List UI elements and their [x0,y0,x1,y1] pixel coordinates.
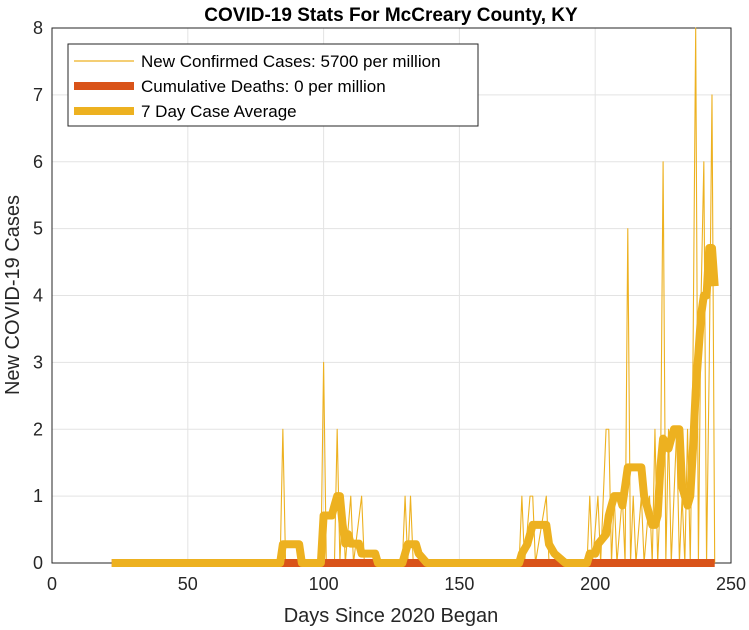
legend-label-deaths: Cumulative Deaths: 0 per million [141,77,386,96]
x-tick-label: 100 [309,574,339,594]
y-tick-label: 4 [33,286,43,306]
chart-title: COVID-19 Stats For McCreary County, KY [204,5,578,26]
x-tick-label: 0 [47,574,57,594]
legend-box [67,43,479,127]
y-axis-label: New COVID-19 Cases [2,195,24,395]
y-tick-label: 2 [33,419,43,439]
x-tick-label: 50 [178,574,198,594]
x-tick-label: 150 [444,574,474,594]
series-layer [111,27,719,567]
y-tick-label: 1 [33,486,43,506]
y-tick-label: 6 [33,152,43,172]
x-axis-label: Days Since 2020 Began [284,605,499,627]
y-tick-label: 8 [33,18,43,38]
y-tick-label: 7 [33,85,43,105]
tick-labels: 0 50 100 150 200 250 0 1 2 3 4 5 6 7 8 [33,18,746,594]
legend-label-new-cases: New Confirmed Cases: 5700 per million [141,52,441,71]
y-tick-label: 3 [33,352,43,372]
x-tick-label: 250 [716,574,746,594]
y-tick-label: 0 [33,553,43,573]
legend: New Confirmed Cases: 5700 per million Cu… [67,43,479,127]
legend-label-7day-average: 7 Day Case Average [141,102,297,121]
y-tick-label: 5 [33,219,43,239]
new-cases-line [111,27,716,564]
x-tick-label: 200 [580,574,610,594]
seven-day-average-line [111,244,719,567]
